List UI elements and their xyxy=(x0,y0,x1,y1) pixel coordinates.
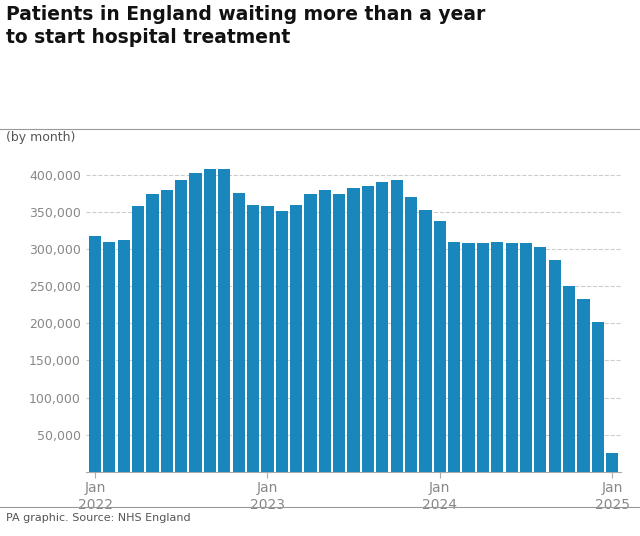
Bar xyxy=(520,243,532,472)
Bar xyxy=(376,182,388,472)
Bar xyxy=(563,286,575,472)
Bar xyxy=(147,193,159,472)
Bar xyxy=(491,242,504,472)
Bar xyxy=(103,242,115,472)
Bar xyxy=(405,197,417,472)
Text: PA graphic. Source: NHS England: PA graphic. Source: NHS England xyxy=(6,512,191,523)
Bar xyxy=(161,190,173,472)
Bar xyxy=(175,180,188,472)
Bar xyxy=(548,260,561,472)
Bar xyxy=(218,169,230,472)
Bar xyxy=(89,236,101,472)
Bar xyxy=(477,243,489,472)
Bar xyxy=(463,243,475,472)
Text: Patients in England waiting more than a year
to start hospital treatment: Patients in England waiting more than a … xyxy=(6,5,486,47)
Bar xyxy=(592,322,604,472)
Bar xyxy=(506,243,518,472)
Bar xyxy=(132,206,144,472)
Bar xyxy=(247,205,259,472)
Bar xyxy=(261,206,273,472)
Bar xyxy=(606,453,618,472)
Bar xyxy=(419,210,431,472)
Bar xyxy=(319,190,331,472)
Bar xyxy=(290,205,302,472)
Bar xyxy=(534,247,547,472)
Bar xyxy=(362,186,374,472)
Bar xyxy=(577,299,589,472)
Bar xyxy=(390,180,403,472)
Bar xyxy=(333,193,346,472)
Bar xyxy=(204,169,216,472)
Bar xyxy=(348,188,360,472)
Bar xyxy=(232,193,244,472)
Bar xyxy=(434,221,446,472)
Bar xyxy=(448,242,460,472)
Bar xyxy=(276,211,288,472)
Text: (by month): (by month) xyxy=(6,131,76,144)
Bar xyxy=(189,173,202,472)
Bar xyxy=(305,193,317,472)
Bar xyxy=(118,240,130,472)
